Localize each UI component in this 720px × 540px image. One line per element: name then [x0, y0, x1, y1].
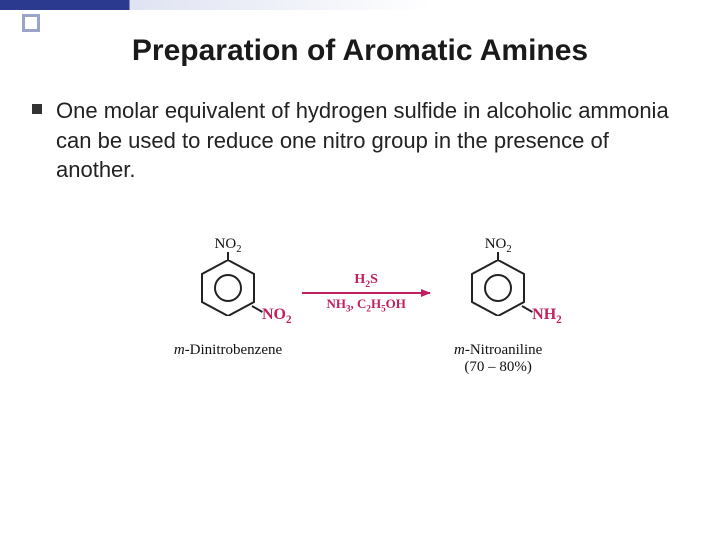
- right-substituent: NH2: [532, 306, 562, 326]
- arrow-line-icon: [302, 292, 430, 294]
- aromatic-circle-icon: [484, 274, 512, 302]
- bond-top: [497, 252, 499, 260]
- page-title: Preparation of Aromatic Amines: [0, 34, 720, 68]
- aromatic-circle-icon: [214, 274, 242, 302]
- reactant-molecule: NO2 NO2 m-Dinitrobenzene: [174, 240, 282, 359]
- header-stripe: [0, 0, 720, 10]
- product-molecule: NO2 NH2 m-Nitroaniline (70 – 80%): [450, 240, 546, 376]
- reagent-bottom: NH3, C2H5OH: [326, 296, 405, 314]
- benzene-ring: NO2 NO2: [180, 240, 276, 336]
- bullet-item: One molar equivalent of hydrogen sulfide…: [32, 96, 690, 185]
- header-accent-square: [22, 14, 40, 32]
- benzene-ring: NO2 NH2: [450, 240, 546, 336]
- bond-top: [227, 252, 229, 260]
- bullet-text: One molar equivalent of hydrogen sulfide…: [56, 96, 690, 185]
- reactant-name: m-Dinitrobenzene: [174, 342, 282, 359]
- product-name: m-Nitroaniline: [454, 342, 542, 359]
- right-substituent: NO2: [262, 306, 292, 326]
- reaction-arrow: H2S NH3, C2H5OH: [302, 272, 430, 313]
- reaction-scheme: NO2 NO2 m-Dinitrobenzene H2S NH3, C2H5OH…: [0, 240, 720, 376]
- bullet-marker-icon: [32, 104, 42, 114]
- product-yield: (70 – 80%): [464, 359, 532, 376]
- reagent-top: H2S: [354, 272, 378, 290]
